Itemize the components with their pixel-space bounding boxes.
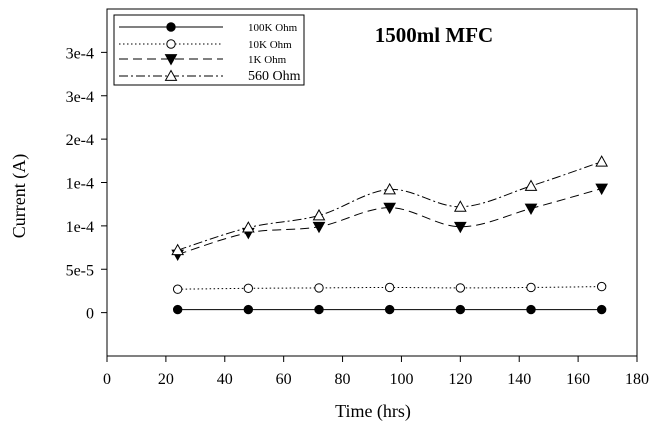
y-tick-label: 3e-4 bbox=[66, 89, 94, 106]
x-axis-label: Time (hrs) bbox=[335, 401, 411, 421]
x-tick-label: 180 bbox=[625, 371, 649, 388]
y-tick-label: 2e-4 bbox=[66, 132, 94, 149]
y-tick-label: 1e-4 bbox=[66, 176, 94, 193]
x-tick-label: 160 bbox=[566, 371, 590, 388]
series-100k-ohm bbox=[172, 304, 607, 315]
data-point bbox=[524, 203, 538, 216]
data-point bbox=[595, 183, 609, 196]
legend-marker bbox=[164, 54, 178, 66]
data-point bbox=[314, 283, 324, 293]
data-point bbox=[312, 208, 326, 221]
series-1k-ohm bbox=[171, 183, 609, 262]
data-point bbox=[526, 282, 536, 293]
data-point bbox=[383, 202, 397, 215]
data-point bbox=[455, 283, 466, 293]
data-point bbox=[596, 304, 607, 315]
data-point bbox=[172, 284, 183, 294]
data-point bbox=[595, 155, 609, 167]
data-point bbox=[314, 304, 324, 315]
series-560-ohm bbox=[171, 155, 609, 256]
data-point bbox=[312, 221, 326, 234]
y-tick-label: 0 bbox=[86, 306, 94, 323]
axis-ticks: 0 20 40 60 80 100 120 140 160 180 0 5e-5 1e-4 1e-4 2e-… bbox=[66, 45, 649, 388]
data-point bbox=[172, 304, 183, 315]
y-tick-label: 3e-4 bbox=[66, 45, 94, 62]
x-tick-label: 100 bbox=[389, 371, 413, 388]
x-tick-label: 40 bbox=[217, 371, 233, 388]
legend-marker bbox=[166, 39, 176, 49]
y-axis-label: Current (A) bbox=[9, 154, 30, 238]
legend-marker bbox=[166, 22, 176, 32]
data-point bbox=[455, 304, 466, 315]
legend-label: 100K Ohm bbox=[248, 22, 298, 34]
series-layer bbox=[171, 155, 609, 315]
data-point bbox=[453, 221, 467, 234]
x-tick-label: 0 bbox=[103, 371, 111, 388]
legend-marker bbox=[164, 69, 178, 81]
legend: 100K Ohm 10K Ohm 1K Ohm 560 Ohm bbox=[113, 14, 305, 86]
data-point bbox=[596, 281, 607, 292]
x-tick-label: 120 bbox=[448, 371, 472, 388]
data-point bbox=[243, 304, 254, 315]
data-point bbox=[384, 282, 395, 293]
legend-label: 1K Ohm bbox=[248, 54, 287, 66]
data-point bbox=[241, 221, 255, 233]
series-line bbox=[177, 188, 602, 255]
data-point bbox=[524, 179, 538, 191]
x-tick-label: 80 bbox=[335, 371, 351, 388]
chart-title: 1500ml MFC bbox=[375, 23, 493, 47]
x-tick-label: 140 bbox=[507, 371, 531, 388]
data-point bbox=[243, 283, 254, 294]
y-tick-label: 1e-4 bbox=[66, 219, 94, 236]
series-10k-ohm bbox=[172, 281, 607, 294]
data-point bbox=[526, 304, 536, 315]
x-tick-label: 60 bbox=[276, 371, 292, 388]
data-point bbox=[383, 182, 397, 195]
legend-label: 560 Ohm bbox=[248, 69, 301, 84]
legend-label: 10K Ohm bbox=[248, 39, 292, 51]
data-point bbox=[384, 304, 395, 315]
data-point bbox=[171, 243, 185, 256]
data-point bbox=[453, 200, 467, 212]
y-tick-label: 5e-5 bbox=[66, 262, 94, 279]
x-tick-label: 20 bbox=[158, 371, 174, 388]
